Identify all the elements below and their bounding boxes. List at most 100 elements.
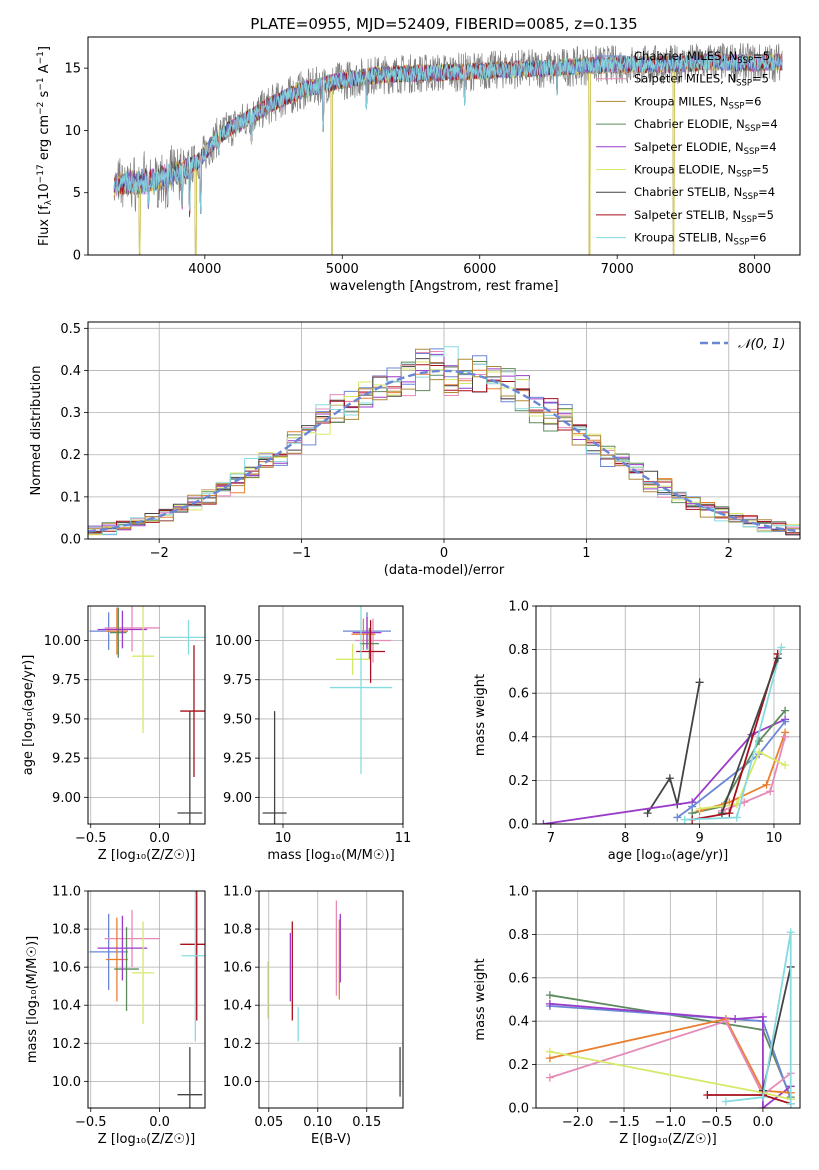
y-tick-label: 11.0	[52, 885, 81, 900]
errorbar-point	[177, 711, 203, 824]
x-tick-label: −2	[150, 546, 169, 561]
x-tick-label: 0.10	[303, 1115, 332, 1130]
x-tick-label: 9	[695, 831, 703, 846]
errorbar-point	[177, 1047, 203, 1108]
weight-marker	[762, 780, 771, 789]
y-tick-label: 10.6	[223, 961, 252, 976]
y-axis-label: Normed distribution	[29, 366, 44, 496]
errorbar-point	[110, 607, 127, 658]
weight-marker	[732, 813, 741, 822]
weight-lines	[539, 643, 790, 824]
x-tick-label: 7	[547, 831, 555, 846]
weight-marker	[695, 804, 704, 813]
weight-marker	[539, 820, 548, 824]
axes-frame	[87, 890, 206, 1109]
y-axis-label: mass [log₁₀(M/M☉)]	[25, 936, 40, 1063]
legend-entry: Salpeter STELIB, NSSP=5	[634, 208, 774, 225]
chart-title: PLATE=0955, MJD=52409, FIBERID=0085, z=0…	[250, 15, 637, 33]
panel-weight_age: 7 8 9 10 0.0 0.2 0.4 0.6 0.8 1.0 age [log₁₀(age/yr…	[473, 600, 801, 863]
panel-weight_Z: −2.0 −1.5 −1.0 −0.5 0.0 0.0 0.2 0.4 0.6 0.8 1.0 Z […	[473, 885, 801, 1147]
axes-frame	[258, 605, 404, 825]
y-axis-label: mass weight	[473, 958, 488, 1040]
weight-marker	[766, 787, 775, 796]
legend-entry: Salpeter ELODIE, NSSP=4	[634, 140, 777, 157]
y-tick-label: 9.25	[52, 752, 81, 767]
legend-entry: Salpeter MILES, NSSP=5	[634, 72, 769, 89]
weight-lines	[545, 928, 795, 1108]
weight-series	[543, 718, 786, 824]
errorbar-point	[159, 620, 205, 655]
gaussian-curve	[88, 369, 800, 533]
weight-marker	[721, 1017, 730, 1026]
y-tick-label: 15	[64, 62, 81, 77]
x-axis-label: Z [log₁₀(Z/Z☉)]	[98, 848, 195, 863]
errorbar-point	[262, 711, 287, 824]
x-tick-label: 0.0	[149, 1115, 170, 1130]
weight-series	[549, 1020, 792, 1097]
y-tick-label: 10.0	[52, 1075, 81, 1090]
residual-histogram	[88, 346, 800, 535]
axes-frame	[87, 321, 801, 540]
errorbar-point	[97, 915, 148, 981]
weight-series	[676, 720, 786, 819]
y-tick-label: 9.50	[52, 712, 81, 727]
y-tick-label: 0.0	[508, 1102, 529, 1117]
weight-marker	[731, 1015, 740, 1024]
x-axis-label: E(B-V)	[311, 1132, 351, 1147]
x-tick-label: 10	[275, 831, 292, 846]
y-tick-label: 9.00	[52, 791, 81, 806]
y-tick-label: 9.75	[223, 673, 252, 688]
x-tick-label: −2.0	[562, 1115, 594, 1130]
y-tick-label: 0.1	[60, 490, 81, 505]
x-tick-label: 0	[440, 546, 448, 561]
y-tick-label: 10.00	[44, 634, 81, 649]
weight-marker	[773, 654, 782, 663]
x-axis-label: mass [log₁₀(M/M☉)]	[267, 848, 394, 863]
weight-series	[721, 736, 786, 812]
weight-series	[549, 1017, 791, 1094]
x-tick-label: 10	[766, 831, 783, 846]
x-tick-label: 4000	[188, 262, 221, 277]
x-tick-label: 8000	[738, 262, 771, 277]
weight-marker	[703, 1090, 712, 1099]
x-tick-label: 8	[621, 831, 629, 846]
weight-marker	[545, 1047, 554, 1056]
y-tick-label: 0.0	[60, 533, 81, 548]
errorbar-point	[352, 616, 382, 649]
weight-series	[725, 932, 792, 1104]
legend-entry: Chabrier MILES, NSSP=5	[634, 49, 770, 66]
errorbar-point	[180, 891, 205, 1021]
panel-mass_ebv: 0.05 0.10 0.15 10.0 10.2 10.4 10.6 10.8 11.0 E(B-…	[223, 885, 404, 1147]
weight-marker	[758, 1104, 767, 1108]
weight-marker	[786, 928, 795, 937]
y-tick-label: 11.0	[223, 885, 252, 900]
errorbar-point	[97, 610, 148, 649]
y-tick-label: 1.0	[508, 600, 529, 615]
panel-age_Z: −0.5 0.0 9.00 9.25 9.50 9.75 10.00 Z [log₁₀(Z/Z…	[21, 605, 206, 863]
y-tick-label: 0.4	[508, 730, 529, 745]
y-tick-label: 10	[64, 124, 81, 139]
x-axis-label: Z [log₁₀(Z/Z☉)]	[619, 1132, 716, 1147]
errorbar-point	[335, 643, 370, 676]
y-axis-label: age [log₁₀(age/yr)]	[21, 655, 36, 776]
weight-marker	[781, 717, 790, 726]
weight-marker	[717, 809, 726, 818]
panel-spectrum: 4000 5000 6000 7000 8000 0 5 10 15 wavelength [An…	[36, 15, 801, 294]
errorbar-point	[132, 606, 155, 734]
weight-marker	[758, 1012, 767, 1021]
errorbar-point	[104, 910, 160, 968]
panel-residuals: −2 −1 0 1 2 0.0 0.1 0.2 0.3 0.4 0.5 (data-model)/er…	[29, 321, 801, 578]
weight-marker	[781, 732, 790, 741]
axes-frame	[535, 605, 801, 825]
x-tick-label: 1	[582, 546, 590, 561]
panel-mass_Z: −0.5 0.0 10.0 10.2 10.4 10.6 10.8 11.0 Z [log₁₀(…	[25, 885, 206, 1147]
weight-marker	[758, 1093, 767, 1102]
y-tick-label: 0.2	[508, 1058, 529, 1073]
y-tick-label: 0.5	[60, 322, 81, 337]
y-tick-label: 10.4	[52, 999, 81, 1014]
y-tick-label: 10.2	[52, 1037, 81, 1052]
legend-entry: Chabrier ELODIE, NSSP=4	[634, 117, 778, 134]
axes-frame	[87, 36, 801, 256]
y-tick-label: 1.0	[508, 885, 529, 900]
y-tick-label: 10.0	[223, 1075, 252, 1090]
